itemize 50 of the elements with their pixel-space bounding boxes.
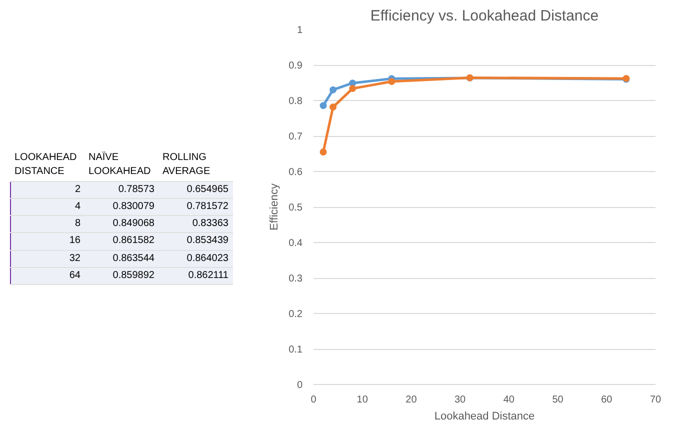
text: 8: [10, 216, 84, 233]
y-tick-label: 1: [296, 25, 303, 36]
point: [330, 104, 337, 111]
point: [330, 86, 337, 94]
point: [388, 78, 396, 86]
text: 0.830079: [84, 198, 158, 216]
x-tick-label: 40: [503, 394, 515, 406]
x-tick-label: 50: [552, 394, 564, 406]
text: NAÏVE LOOKAHEAD: [84, 150, 158, 182]
y-tick-label: 0.5: [288, 202, 303, 214]
y-tick-label: 0.8: [288, 96, 303, 107]
text: 0.849068: [84, 216, 158, 233]
text: 0.83363: [158, 216, 232, 233]
point: [320, 102, 327, 110]
y-tick-label: 0.4: [288, 238, 303, 249]
text: 4: [10, 198, 84, 216]
y-tick-label: 0.9: [288, 60, 303, 72]
text: 2: [10, 181, 84, 198]
x-tick-label: 30: [454, 394, 466, 406]
text: 0.859892: [84, 267, 158, 285]
x-tick-label: 60: [601, 394, 613, 406]
x-tick-label: 20: [406, 394, 418, 406]
chart-title: Efficiency vs. Lookahead Distance: [370, 8, 599, 24]
text: 0.861582: [84, 232, 158, 250]
text: 32: [10, 250, 84, 268]
y-tick-label: 0.2: [288, 309, 303, 320]
x-tick-label: 0: [310, 394, 317, 406]
point: [320, 148, 327, 156]
text: 0.863544: [84, 250, 158, 268]
text: 0.78573: [84, 181, 158, 198]
y-tick-label: 0.1: [288, 344, 303, 356]
y-axis-title: Efficiency: [268, 183, 281, 230]
x-axis-title: Lookahead Distance: [434, 410, 535, 422]
y-tick-label: 0.3: [288, 274, 303, 284]
x-tick-label: 70: [650, 394, 662, 406]
text: 0.654965: [158, 181, 232, 198]
text: 16: [10, 232, 84, 250]
y-tick-label: 0.6: [288, 167, 303, 178]
text: 0.853439: [158, 232, 232, 250]
text: LOOKAHEAD DISTANCE: [10, 150, 84, 182]
text: 0.864023: [158, 250, 232, 268]
point: [349, 85, 356, 92]
text: 64: [10, 267, 84, 285]
point: [349, 80, 356, 87]
text: ROLLING AVERAGE: [158, 150, 232, 182]
y-tick-label: 0: [296, 380, 303, 391]
text: 0.781572: [158, 198, 232, 216]
text: 0.862111: [158, 267, 232, 285]
x-tick-label: 10: [356, 394, 368, 406]
y-tick-label: 0.7: [288, 132, 303, 142]
